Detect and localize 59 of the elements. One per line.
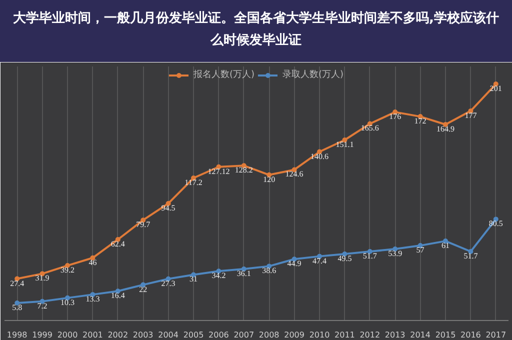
x-tick-label: 1998 [6, 330, 28, 340]
data-label: 53.9 [388, 249, 402, 258]
data-label: 57 [416, 246, 424, 255]
x-tick-label: 2013 [384, 330, 406, 340]
data-label: 22 [139, 284, 148, 294]
legend-label: 录取人数(万人) [282, 68, 344, 81]
data-label: 177 [464, 110, 477, 120]
data-label: 62.4 [110, 239, 125, 248]
x-tick-label: 2011 [334, 330, 355, 340]
x-tick-label: 2006 [208, 330, 229, 340]
data-label: 13.3 [86, 294, 100, 304]
data-label: 38.6 [262, 266, 276, 276]
data-label: 5.8 [12, 302, 22, 312]
data-label: 172 [414, 116, 426, 126]
legend-label: 报名人数(万人) [193, 68, 254, 81]
data-label: 151.1 [336, 140, 354, 149]
data-label: 94.5 [161, 203, 176, 212]
data-label: 61 [442, 241, 450, 250]
data-label: 31 [190, 274, 198, 284]
x-tick-label: 2016 [460, 330, 481, 340]
data-label: 127.12 [208, 166, 230, 176]
data-label: 36.1 [236, 268, 251, 278]
x-tick-label: 2008 [258, 330, 280, 340]
data-label: 120 [263, 174, 276, 184]
data-label: 16.4 [110, 291, 125, 300]
x-tick-label: 2012 [360, 330, 380, 340]
data-label: 176 [389, 112, 402, 122]
data-label: 79.7 [136, 220, 150, 230]
x-tick-label: 2001 [82, 330, 103, 340]
data-label: 128.2 [234, 166, 253, 175]
data-label: 34.2 [212, 271, 226, 280]
x-tick-label: 2003 [132, 330, 154, 340]
data-label: 27.3 [161, 278, 176, 288]
x-tick-label: 2010 [309, 330, 330, 340]
x-tick-label: 2002 [108, 330, 128, 340]
data-label: 46 [88, 258, 97, 267]
data-label: 124.6 [285, 170, 304, 179]
data-label: 31.9 [35, 274, 50, 283]
data-label: 7.2 [37, 301, 48, 310]
chart-title: 大学毕业时间，一般几月份发毕业证。全国各省大学生毕业时间差不多吗,学校应该什么时候发毕业证 [12, 10, 500, 50]
x-tick-label: 2007 [234, 330, 254, 340]
data-label: 51.7 [362, 251, 377, 260]
x-tick-label: 2005 [183, 330, 204, 340]
x-tick-label: 2004 [158, 330, 178, 340]
data-label: 44.9 [287, 259, 302, 268]
data-label: 164.9 [436, 124, 454, 134]
x-tick-label: 2017 [486, 330, 506, 340]
data-label: 10.3 [60, 298, 74, 307]
data-label: 165.6 [360, 124, 379, 133]
x-tick-label: 2014 [410, 330, 430, 340]
data-label: 47.4 [312, 256, 326, 266]
data-label: 49.5 [338, 254, 352, 263]
x-tick-label: 2015 [435, 330, 456, 340]
data-label: 51.7 [464, 251, 478, 260]
data-label: 27.4 [10, 278, 24, 288]
x-tick-label: 2009 [284, 330, 304, 340]
x-tick-label: 1999 [32, 330, 52, 340]
data-label: 39.2 [60, 266, 74, 275]
x-tick-label: 2000 [57, 330, 78, 340]
